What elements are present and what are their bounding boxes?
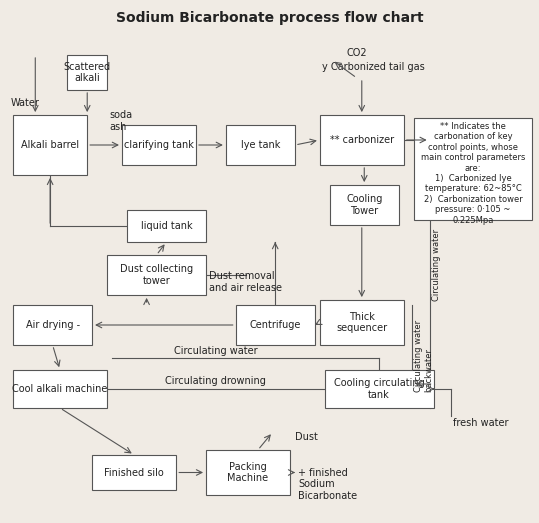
Text: + finished
Sodium
Bicarbonate: + finished Sodium Bicarbonate [298,468,357,501]
Text: Dust removal
and air release: Dust removal and air release [209,271,282,292]
Text: Centrifuge: Centrifuge [250,320,301,330]
Bar [236,305,315,345]
Bar [13,305,92,345]
Text: Packing
Machine: Packing Machine [227,462,268,483]
Text: fresh water: fresh water [453,418,509,428]
Text: Water: Water [11,98,40,108]
Bar [206,450,290,495]
Bar [324,370,433,408]
Text: ** Indicates the
carbonation of key
control points, whose
main control parameter: ** Indicates the carbonation of key cont… [421,122,526,224]
Text: Cooling circulating
tank: Cooling circulating tank [334,378,425,400]
Text: Scattered
alkali: Scattered alkali [64,62,111,83]
Text: Circulating water: Circulating water [432,229,440,301]
Bar [414,118,533,220]
Text: Air drying -: Air drying - [25,320,80,330]
Text: soda
ash: soda ash [109,110,132,132]
Text: ** carbonizer: ** carbonizer [330,135,394,145]
Text: Alkali barrel: Alkali barrel [21,140,79,150]
Bar [67,55,107,90]
Text: Cooling
Tower: Cooling Tower [346,194,383,216]
Text: CO2: CO2 [347,48,367,58]
Bar [13,370,107,408]
Bar [107,255,206,295]
Text: Thick
sequencer: Thick sequencer [336,312,388,333]
Bar [320,115,404,165]
Bar [226,125,295,165]
Bar [127,210,206,242]
Text: Cool alkali machine: Cool alkali machine [12,384,108,394]
Text: Sodium Bicarbonate process flow chart: Sodium Bicarbonate process flow chart [116,11,424,25]
Text: Circulating water
backwater: Circulating water backwater [414,320,433,392]
Text: liquid tank: liquid tank [141,221,192,231]
Text: Dust collecting
tower: Dust collecting tower [120,264,193,286]
Bar [13,115,87,175]
Text: y Carbonized tail gas: y Carbonized tail gas [322,62,425,72]
Text: Dust: Dust [295,432,318,442]
Text: Circulating water: Circulating water [174,346,258,356]
Text: Circulating drowning: Circulating drowning [165,376,266,386]
Text: clarifying tank: clarifying tank [124,140,194,150]
Bar [92,455,176,490]
Text: lye tank: lye tank [241,140,280,150]
Bar [330,185,399,225]
Bar [122,125,196,165]
Text: Finished silo: Finished silo [105,468,164,477]
Bar [320,300,404,345]
